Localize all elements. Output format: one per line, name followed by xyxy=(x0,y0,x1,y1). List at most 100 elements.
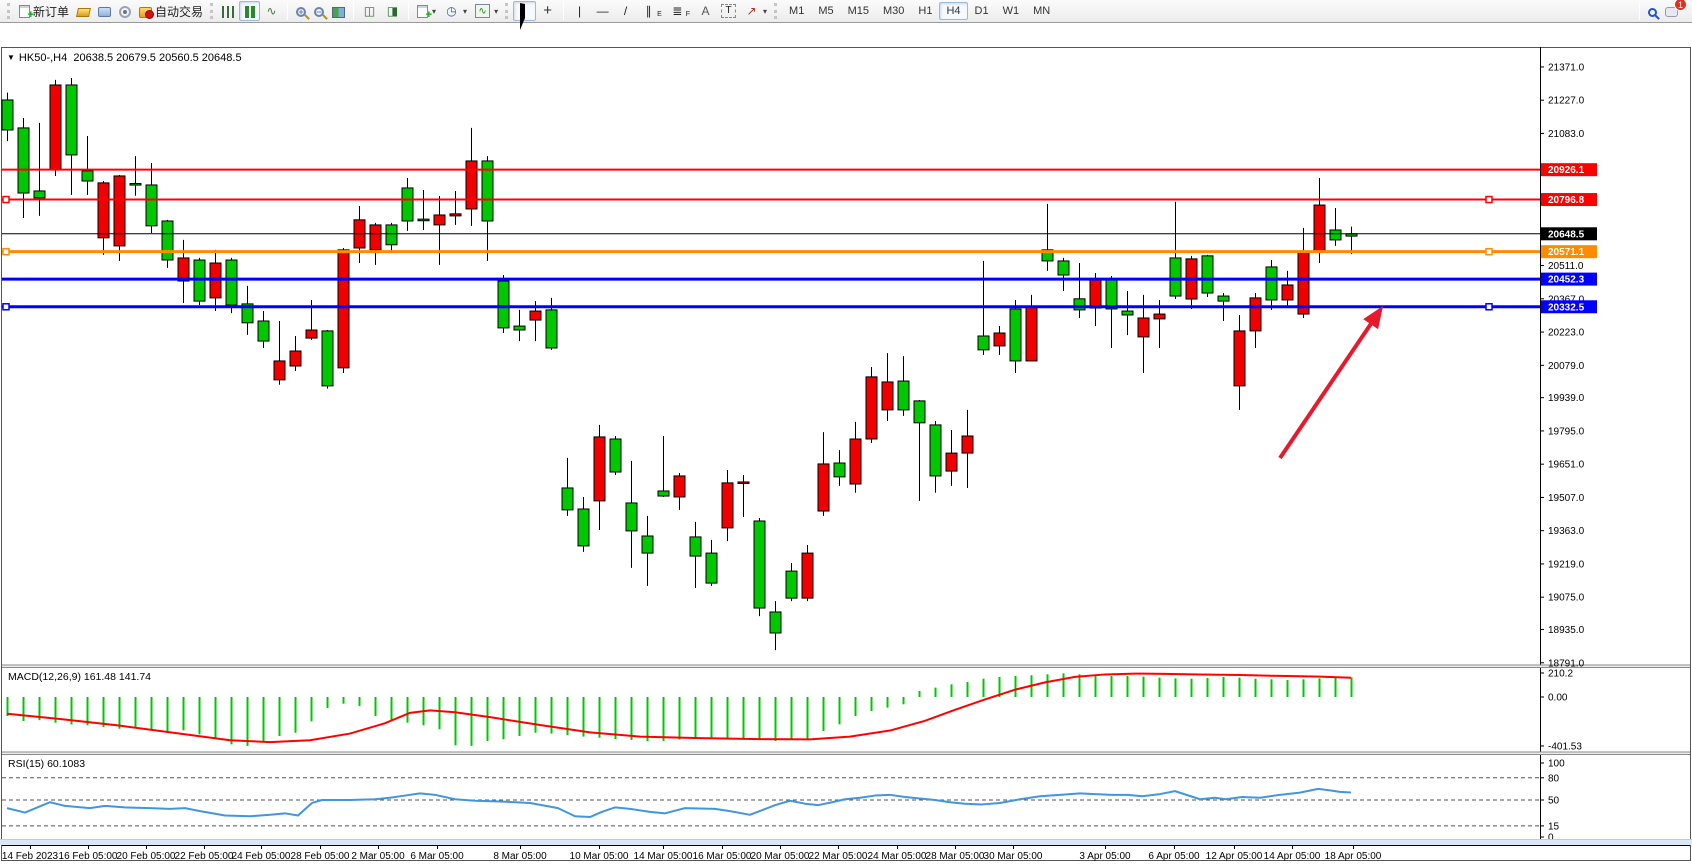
zoom-out-icon: − xyxy=(314,6,325,17)
bear-candle xyxy=(529,310,542,321)
timeframe-m30[interactable]: M30 xyxy=(883,5,905,17)
timeframe-w1[interactable]: W1 xyxy=(1002,5,1020,17)
chart-canvas[interactable]: 21371.0 21227.0 21083.0 20511.0 20367.0 20223… xyxy=(0,23,1692,868)
chart-window[interactable]: 21371.0 21227.0 21083.0 20511.0 20367.0 20223… xyxy=(0,23,1692,862)
bull-candle xyxy=(1105,279,1118,310)
bear-candle xyxy=(865,376,878,440)
timeframe-h4[interactable]: H4 xyxy=(939,2,968,20)
timeframe-d1[interactable]: D1 xyxy=(974,5,989,17)
time-axis[interactable]: 14 Feb 2023 16 Feb 05:00 20 Feb 05:00 22 Fe… xyxy=(2,845,1382,862)
trend-arrow-line[interactable] xyxy=(1278,316,1377,460)
candlestick-icon xyxy=(243,5,257,18)
indicators-button[interactable]: ∿ ▾ xyxy=(471,1,502,21)
chat-icon xyxy=(1665,7,1678,17)
time-tick-label: 28 Mar 05:00 xyxy=(926,851,985,862)
hline-tool-button[interactable]: — xyxy=(591,1,614,21)
terminal-button[interactable] xyxy=(94,1,115,21)
bull-candle xyxy=(17,127,30,194)
bear-candle xyxy=(97,182,110,239)
arrows-tool-button[interactable]: ↗ ▾ xyxy=(740,1,771,21)
trendline-icon: / xyxy=(623,4,628,18)
hline-handle[interactable] xyxy=(2,195,10,204)
line-chart-icon: ∿ xyxy=(266,4,277,18)
price-line-label xyxy=(1541,245,1597,259)
hline-handle[interactable] xyxy=(1485,247,1493,256)
symbol-label: HK50-,H4 xyxy=(18,52,68,64)
timeframe-m1[interactable]: M1 xyxy=(789,5,805,17)
arrow-annotation[interactable] xyxy=(1278,306,1383,460)
period-button[interactable]: ◷ ▾ xyxy=(440,1,471,21)
dropdown-caret-icon: ▾ xyxy=(763,6,768,16)
time-tick-label: 28 Feb 05:00 xyxy=(291,851,350,862)
hline-icon: — xyxy=(596,4,609,18)
bull-candle xyxy=(1201,255,1214,294)
toolbar-separator xyxy=(353,2,355,20)
bull-candle xyxy=(417,218,430,222)
price-tick-label: 19219.0 xyxy=(1548,559,1585,570)
rsi-axis-label: 100 xyxy=(1548,759,1565,770)
bull-candle xyxy=(609,438,622,473)
hline-handle[interactable] xyxy=(2,303,10,311)
toolbar-grip xyxy=(774,3,779,19)
timeframe-m5[interactable]: M5 xyxy=(818,5,834,17)
collapse-triangle-icon[interactable]: ▼ xyxy=(7,53,15,62)
line-chart-button[interactable]: ∿ xyxy=(260,1,283,21)
bull-candle xyxy=(705,552,718,584)
crosshair-tool-button[interactable]: + xyxy=(536,1,559,21)
new-order-button[interactable]: 新订单 xyxy=(15,1,73,22)
cursor-tool-button[interactable] xyxy=(513,1,537,30)
hline-handle[interactable] xyxy=(1485,303,1493,311)
timeframe-h1[interactable]: H1 xyxy=(918,5,933,17)
bear-candle xyxy=(849,438,862,485)
tile-windows-button[interactable] xyxy=(328,1,349,21)
text-tool-icon: A xyxy=(701,4,710,18)
bull-candle xyxy=(641,535,654,554)
zoom-out-button[interactable]: − xyxy=(310,1,328,21)
price-axis[interactable]: 21371.0 21227.0 21083.0 20511.0 20367.0 20223… xyxy=(1540,62,1597,669)
hline-handle[interactable] xyxy=(2,247,10,256)
time-tick-label: 14 Feb 2023 xyxy=(2,851,59,862)
arrange-charts-button[interactable]: ◫ xyxy=(358,1,381,21)
price-line-label xyxy=(1541,272,1597,286)
ohlc-values: 20638.5 20679.5 20560.5 20648.5 xyxy=(73,52,242,64)
bear-candle xyxy=(737,481,750,484)
price-tick-label: 21227.0 xyxy=(1548,96,1585,107)
macd-pane[interactable]: 210.2 0.00 -401.53 xyxy=(6,669,1582,753)
notifications-button[interactable]: 1 xyxy=(1661,0,1687,21)
signals-button[interactable] xyxy=(115,1,135,21)
bull-candle xyxy=(897,380,910,411)
svg-text:20332.5: 20332.5 xyxy=(1548,302,1585,313)
trendline-tool-button[interactable]: / xyxy=(614,1,637,21)
new-chart-button[interactable]: ▾ xyxy=(413,1,440,22)
candlestick-button[interactable] xyxy=(239,1,261,21)
price-tick-label: 21371.0 xyxy=(1548,62,1585,73)
bull-candle xyxy=(145,184,158,227)
bear-candle xyxy=(1233,330,1246,387)
bull-candle xyxy=(513,325,526,331)
text-tool-button[interactable]: A xyxy=(694,1,717,21)
fibonacci-tool-button[interactable]: ≣ F xyxy=(666,1,694,21)
label-tool-button[interactable]: T xyxy=(717,1,740,21)
bar-chart-icon xyxy=(222,5,236,18)
timeframe-mn[interactable]: MN xyxy=(1033,5,1051,17)
rsi-pane[interactable]: 100 80 50 150 xyxy=(2,759,1565,844)
vline-tool-button[interactable]: | xyxy=(568,1,591,21)
profiles-button[interactable] xyxy=(73,1,94,21)
bear-candle xyxy=(113,175,126,247)
autotrading-button[interactable]: 自动交易 xyxy=(135,1,207,21)
time-tick-label: 10 Mar 05:00 xyxy=(570,851,629,862)
search-button[interactable] xyxy=(1644,1,1661,21)
hline-objects[interactable] xyxy=(2,168,1540,311)
bar-chart-button[interactable] xyxy=(218,1,239,21)
time-tick-label: 2 Mar 05:00 xyxy=(351,851,405,862)
bull-candle xyxy=(257,320,270,342)
channel-tool-button[interactable]: ∥ E xyxy=(637,1,666,21)
cascade-charts-button[interactable]: ◨ xyxy=(381,1,404,21)
bull-candle xyxy=(929,424,942,477)
hline-handle[interactable] xyxy=(1485,195,1493,204)
zoom-in-button[interactable]: + xyxy=(292,1,310,21)
bull-candle xyxy=(657,490,670,497)
timeframe-m15[interactable]: M15 xyxy=(847,5,870,17)
fibonacci-icon: ≣ xyxy=(672,4,683,18)
arrange-charts-icon: ◫ xyxy=(363,4,376,18)
